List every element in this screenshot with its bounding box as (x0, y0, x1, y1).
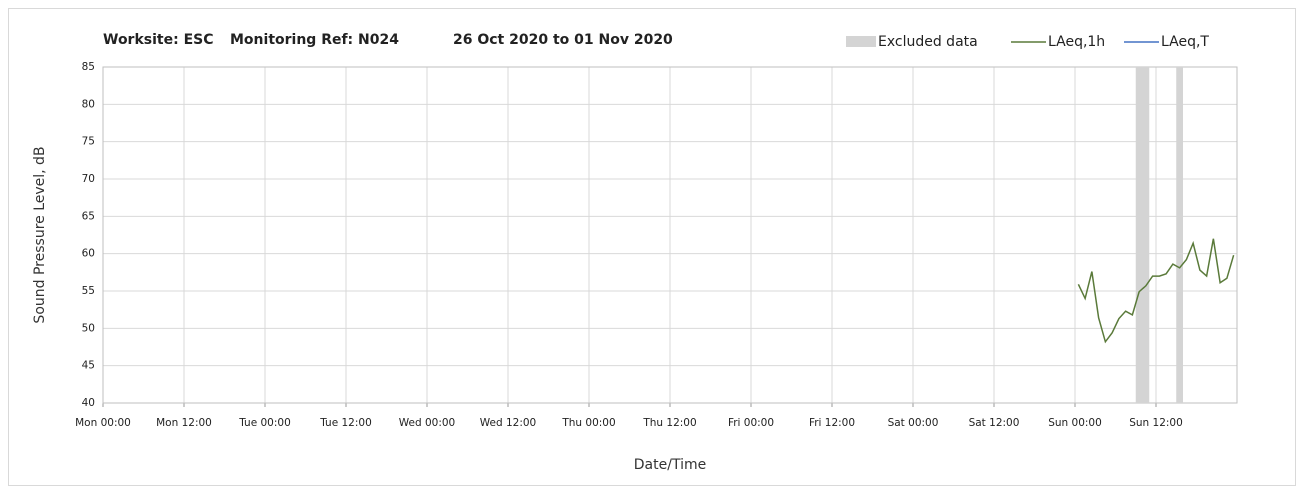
legend-swatch (846, 36, 876, 47)
chart-frame (8, 8, 1296, 486)
y-tick-label: 55 (82, 285, 95, 297)
y-tick-label: 45 (82, 360, 95, 372)
x-tick-label: Sat 00:00 (888, 417, 939, 429)
data-line (1077, 238, 1235, 344)
legend-label: LAeq,T (1161, 34, 1209, 50)
x-tick-label: Mon 12:00 (156, 417, 212, 429)
excluded-band (1176, 67, 1183, 403)
x-tick-label: Tue 12:00 (319, 417, 372, 429)
x-tick-label: Mon 00:00 (75, 417, 131, 429)
y-tick-label: 80 (82, 98, 95, 110)
y-tick-label: 65 (82, 210, 95, 222)
y-tick-label: 40 (82, 397, 95, 409)
y-tick-label: 50 (82, 322, 95, 334)
x-axis-title: Date/Time (634, 457, 706, 473)
excluded-band (1135, 67, 1150, 403)
x-tick-label: Fri 12:00 (809, 417, 855, 429)
y-tick-label: 70 (82, 173, 95, 185)
x-tick-label: Thu 00:00 (561, 417, 615, 429)
x-tick-label: Fri 00:00 (728, 417, 774, 429)
legend-label: Excluded data (878, 34, 978, 50)
x-tick-label: Wed 00:00 (399, 417, 456, 429)
x-tick-label: Sun 12:00 (1129, 417, 1183, 429)
x-tick-label: Thu 12:00 (642, 417, 696, 429)
plot-border (102, 66, 1238, 404)
x-tick-label: Sun 00:00 (1048, 417, 1102, 429)
x-tick-label: Wed 12:00 (480, 417, 537, 429)
x-tick-label: Sat 12:00 (969, 417, 1020, 429)
legend-label: LAeq,1h (1048, 34, 1105, 50)
chart-title: Monitoring Ref: N024 (230, 32, 399, 48)
y-tick-label: 60 (82, 248, 95, 260)
y-axis-title: Sound Pressure Level, dB (32, 146, 48, 323)
chart-title: Worksite: ESC (103, 32, 214, 48)
y-tick-label: 85 (82, 61, 95, 73)
y-tick-label: 75 (82, 136, 95, 148)
x-tick-label: Tue 00:00 (238, 417, 291, 429)
chart-title: 26 Oct 2020 to 01 Nov 2020 (453, 32, 673, 48)
